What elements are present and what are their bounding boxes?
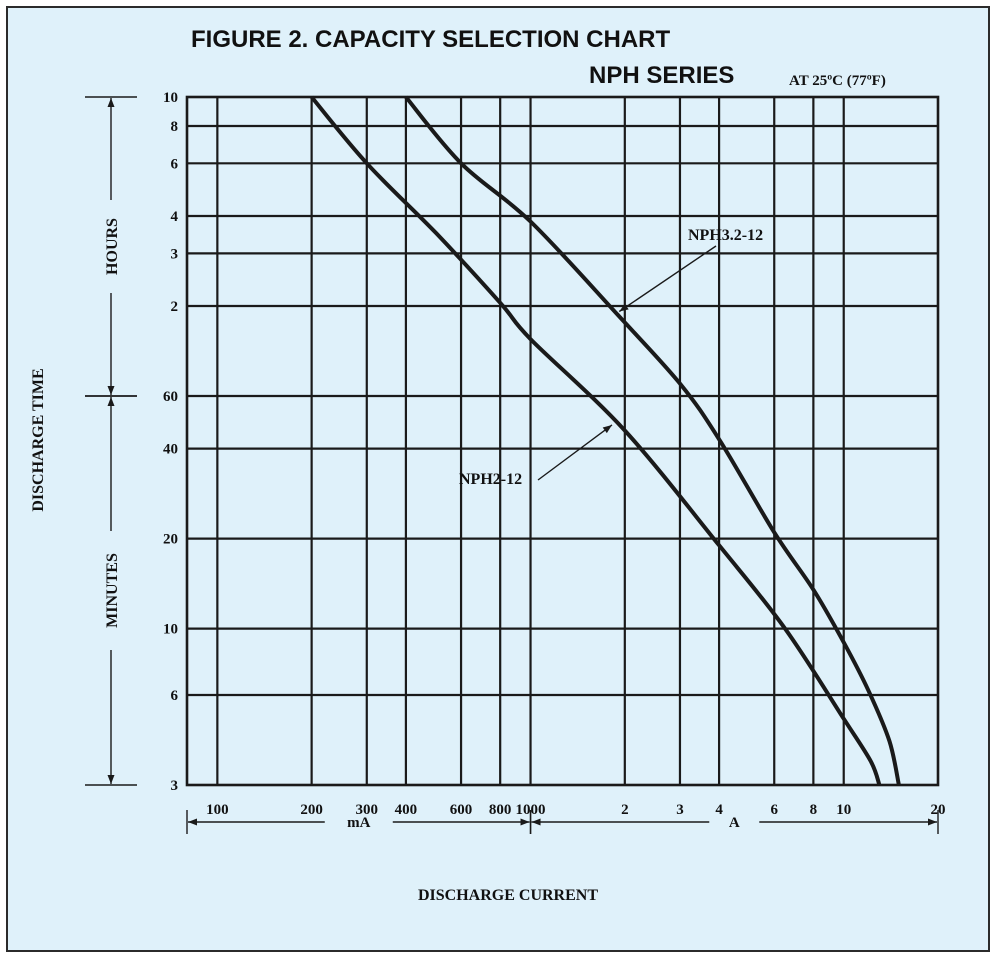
series-label: NPH3.2-12 [688, 227, 763, 244]
series-nph3-2-12 [404, 95, 901, 786]
x-tick-label: 600 [450, 802, 473, 818]
arrow-head [107, 98, 115, 107]
series-nph2-12 [310, 95, 882, 786]
y-tick-label: 20 [163, 532, 178, 548]
x-range-label: mA [347, 815, 370, 831]
x-tick-label: 10 [836, 802, 851, 818]
y-tick-label: 3 [171, 778, 179, 794]
y-tick-labels: 3 6 10 20 40 60 2 3 4 6 8 10 [163, 90, 179, 794]
axis-ranges: mA A MINUTES HOURS [85, 96, 939, 834]
annotation-arrow-line [537, 424, 613, 481]
y-tick-label: 6 [171, 688, 179, 704]
y-tick-label: 10 [163, 90, 178, 106]
plot-border [185, 95, 940, 787]
chart-subtitle: NPH SERIES [589, 62, 735, 89]
y-axis-label: DISCHARGE TIME [30, 368, 47, 511]
y-tick-label: 6 [171, 156, 179, 172]
x-tick-label: 8 [810, 802, 818, 818]
y-tick-label: 40 [163, 442, 178, 458]
y-tick-label: 8 [171, 119, 179, 135]
x-tick-label: 200 [300, 802, 323, 818]
arrow-head [520, 818, 530, 826]
series-annotations: NPH3.2-12 NPH2-12 [459, 227, 763, 488]
y-tick-label: 10 [163, 622, 178, 638]
arrow-head [107, 775, 115, 784]
x-tick-label: 300 [356, 802, 379, 818]
x-tick-label: 3 [676, 802, 684, 818]
chart-title: FIGURE 2. CAPACITY SELECTION CHART [191, 26, 671, 53]
arrow-head [619, 303, 629, 312]
plot-border-rect [185, 95, 940, 787]
series-lines [310, 95, 901, 786]
x-axis-label: DISCHARGE CURRENT [418, 887, 598, 904]
x-tick-label: 800 [489, 802, 512, 818]
arrow-head [602, 424, 612, 434]
condition-label: AT 25ºC (77ºF) [789, 73, 886, 89]
y-tick-label: 3 [171, 246, 179, 262]
y-tick-label: 60 [163, 389, 178, 405]
arrow-head [107, 396, 115, 406]
grid [187, 97, 938, 785]
y-range-label: HOURS [104, 218, 121, 275]
y-tick-label: 4 [171, 209, 179, 225]
arrow-head [107, 385, 115, 395]
x-tick-label: 2 [621, 802, 629, 818]
x-tick-label: 6 [770, 802, 778, 818]
annotation-arrow-line [618, 245, 717, 313]
series-label: NPH2-12 [459, 471, 522, 488]
x-tick-label: 4 [715, 802, 723, 818]
y-range-label: MINUTES [104, 553, 121, 628]
x-tick-label: 400 [395, 802, 418, 818]
y-tick-label: 2 [171, 299, 179, 315]
arrow-head [188, 818, 197, 826]
x-tick-labels: 100 200 300 400 600 800 1000 2 3 4 6 8 10 20 [206, 802, 945, 818]
x-range-label: A [729, 815, 740, 831]
x-tick-label: 100 [206, 802, 229, 818]
arrow-head [531, 818, 541, 826]
arrow-head [928, 818, 937, 826]
